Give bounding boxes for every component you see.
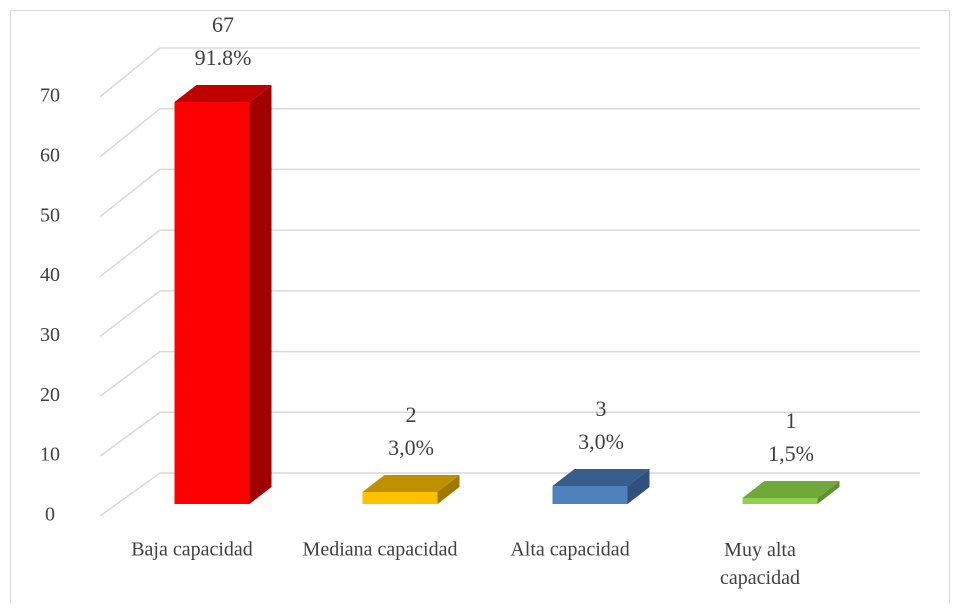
bar [552,486,628,504]
percent-label: 91.8% [195,45,252,70]
bar-side [817,481,840,504]
x-tick-label: Mediana capacidad [303,539,458,561]
percent-label: 3,0% [388,435,434,460]
grid-line [99,168,920,218]
grid-line [99,229,920,278]
y-tick-label: 60 [40,144,60,166]
grid-line [99,290,920,338]
grid-line [99,472,920,517]
grid-line [99,107,920,158]
grid-line [99,350,920,397]
y-tick-label: 50 [40,204,60,226]
bar [742,498,818,504]
x-tick-label: Baja capacidad [131,539,253,561]
bar-side [627,469,650,504]
x-tick-label: Alta capacidad [510,539,629,561]
y-tick-label: 0 [45,504,55,526]
x-tick-label-line: Muy alta [724,539,796,561]
data-label: 2 [406,402,417,427]
chart-border [10,10,950,608]
y-tick-label: 30 [40,324,60,346]
data-label: 3 [596,396,607,421]
y-tick-label: 20 [40,384,60,406]
x-tick-label-line: capacidad [720,567,800,589]
bar-side [249,85,272,504]
percent-label: 1,5% [768,441,814,466]
bar-top [362,475,460,492]
grid-line [99,47,920,98]
y-tick-label: 40 [40,264,60,286]
grid-line [99,411,920,457]
bar [174,102,250,504]
y-tick-label: 10 [40,444,60,466]
bar-top [174,85,272,102]
data-label: 1 [786,408,797,433]
x-tick-label: Muy alta capacidad [720,539,800,589]
y-tick-label: 70 [40,85,60,107]
bar [362,492,438,504]
bar-top [742,481,840,498]
bar-side [437,475,460,504]
bar-top [552,469,650,486]
data-label: 67 [212,12,234,37]
percent-label: 3,0% [578,429,624,454]
